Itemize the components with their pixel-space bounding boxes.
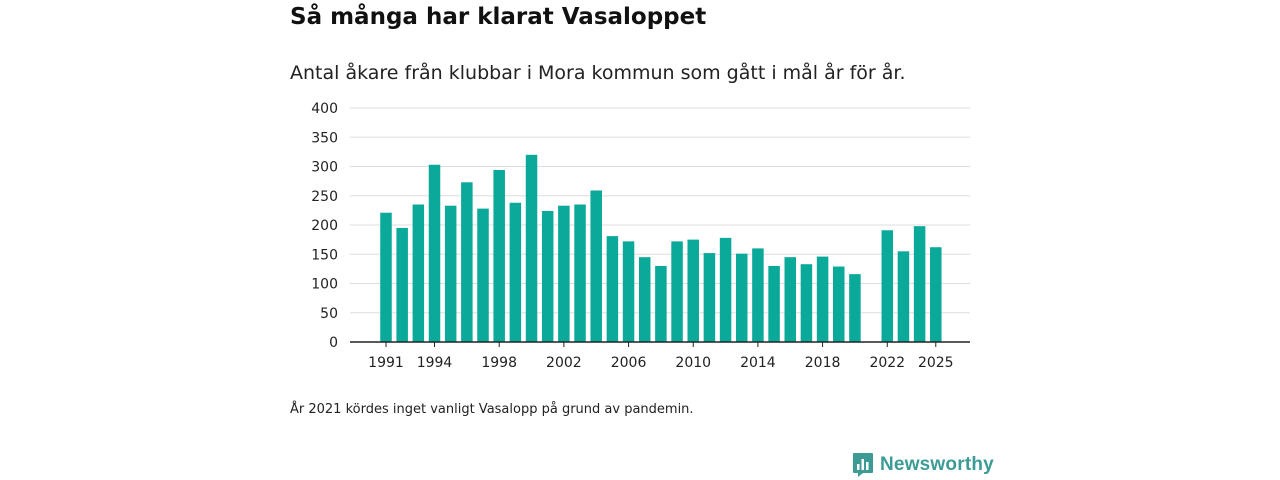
bar-1999: [509, 202, 522, 342]
bar-2019: [833, 266, 845, 342]
bar-2008: [655, 265, 667, 342]
bar-2005: [606, 236, 619, 342]
newsworthy-logo-icon: [853, 453, 873, 477]
x-tick-label-2018: 2018: [805, 355, 841, 371]
bar-2011: [703, 253, 716, 342]
bar-1993: [412, 204, 425, 342]
y-tick-label-250: 250: [311, 189, 338, 205]
bar-2010: [687, 239, 699, 342]
x-tick-label-2010: 2010: [675, 355, 711, 371]
bar-2023: [897, 251, 910, 342]
bar-1994: [428, 164, 441, 342]
bar-2016: [784, 257, 796, 342]
bar-1997: [477, 208, 489, 342]
x-tick-label-2002: 2002: [546, 355, 582, 371]
bar-2003: [574, 204, 586, 342]
x-tick-label-2025: 2025: [918, 355, 954, 371]
brand-name: Newsworthy: [880, 454, 994, 475]
x-tick-label-2014: 2014: [740, 355, 776, 371]
y-tick-label-300: 300: [311, 160, 338, 176]
bar-1998: [493, 170, 505, 342]
bar-2020: [849, 274, 861, 342]
bar-2012: [719, 237, 732, 342]
bar-1991: [380, 212, 392, 342]
y-tick-label-150: 150: [311, 247, 338, 263]
bar-chart: 0 50 100 150 200 250 300 350 400 1991 1994 1998 200…: [311, 101, 970, 371]
chart-title: Så många har klarat Vasaloppet: [290, 4, 707, 30]
bar-2025: [930, 247, 942, 342]
y-tick-label-100: 100: [311, 277, 338, 293]
x-tick-label-1994: 1994: [417, 355, 453, 371]
bar-2018: [816, 256, 829, 342]
x-tick-label-1991: 1991: [368, 355, 404, 371]
y-tick-label-400: 400: [311, 101, 338, 117]
bar-2002: [558, 205, 570, 342]
bar-2024: [913, 226, 926, 342]
y-tick-label-200: 200: [311, 218, 338, 234]
bar-2013: [735, 253, 748, 342]
brand-logo[interactable]: Newsworthy: [852, 452, 994, 478]
bars: [380, 154, 942, 342]
x-axis-ticks: 1991 1994 1998 2002 2006 2010 2014 2018 2022 2025: [368, 342, 954, 371]
bar-2007: [638, 257, 651, 342]
chart-subtitle: Antal åkare från klubbar i Mora kommun s…: [290, 62, 906, 84]
bar-2015: [768, 265, 780, 342]
x-tick-label-1998: 1998: [481, 355, 517, 371]
x-tick-label-2022: 2022: [869, 355, 905, 371]
bar-1995: [444, 205, 457, 342]
x-tick-label-2006: 2006: [611, 355, 647, 371]
bar-1996: [461, 182, 473, 342]
bar-1992: [396, 227, 408, 342]
bar-2001: [541, 210, 554, 342]
bar-2000: [525, 154, 538, 342]
bar-2006: [622, 241, 635, 342]
y-tick-label-350: 350: [311, 130, 338, 146]
bar-2022: [881, 230, 894, 342]
bar-2014: [752, 248, 764, 342]
bar-2017: [800, 264, 813, 342]
y-axis-ticks: 0 50 100 150 200 250 300 350 400: [311, 101, 338, 351]
bar-2004: [590, 190, 602, 342]
bar-2009: [671, 241, 683, 342]
y-tick-label-0: 0: [329, 335, 338, 351]
y-tick-label-50: 50: [320, 306, 338, 322]
footnote: År 2021 kördes inget vanligt Vasalopp på…: [290, 402, 694, 417]
